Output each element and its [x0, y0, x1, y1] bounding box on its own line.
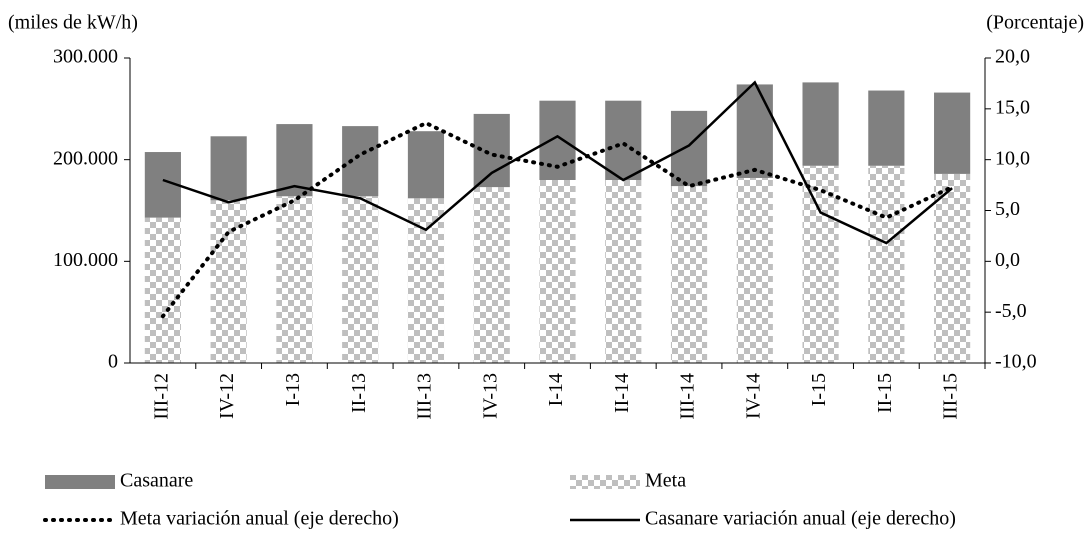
x-tick-label: III-12 [150, 373, 172, 420]
bar [539, 180, 576, 363]
bar [276, 196, 313, 363]
x-tick-label: II-14 [611, 373, 633, 413]
y-tick-label: 300.000 [53, 46, 118, 68]
line [162, 80, 953, 245]
bar [342, 126, 379, 197]
x-tick-label: III-14 [677, 373, 699, 420]
y-axis-label: (miles de kW/h) [8, 12, 138, 34]
x-tick-label: II-13 [348, 373, 370, 413]
bar [605, 100, 642, 180]
y2-tick-label: 5,0 [995, 198, 1020, 220]
bar [473, 187, 510, 363]
x-tick-label: IV-14 [742, 373, 764, 419]
legend-label: Meta variación anual (eje derecho) [120, 508, 399, 530]
line [160, 120, 955, 319]
bar [407, 131, 445, 199]
y2-tick-label: 20,0 [995, 46, 1030, 68]
bar [144, 217, 181, 363]
y-tick-label: 0 [108, 351, 118, 373]
y2-tick-label: 0,0 [995, 249, 1020, 271]
x-tick-label: II-15 [874, 373, 896, 413]
legend-swatch [45, 475, 115, 489]
y2-tick-label: 10,0 [995, 147, 1030, 169]
x-tick-label: I-15 [808, 373, 830, 406]
x-tick-label: III-15 [940, 373, 962, 420]
legend-swatch [570, 475, 640, 489]
bar [802, 165, 839, 363]
x-tick-label: IV-13 [479, 373, 501, 419]
bar [407, 198, 445, 363]
bar [605, 180, 642, 363]
y2-axis-label: (Porcentaje) [986, 12, 1084, 34]
x-tick-label: IV-12 [216, 373, 238, 419]
y2-tick-label: -10,0 [995, 351, 1037, 373]
y2-tick-label: -5,0 [995, 300, 1027, 322]
x-tick-label: I-14 [545, 373, 567, 406]
legend-label: Casanare [120, 470, 193, 492]
bar [342, 196, 379, 363]
bar [934, 173, 971, 363]
bar [934, 92, 971, 174]
bar [736, 177, 773, 363]
legend-label: Meta [645, 470, 686, 492]
x-tick-label: I-13 [282, 373, 304, 406]
bar [670, 186, 708, 363]
bar [802, 82, 839, 166]
bar [210, 136, 247, 201]
bar [736, 84, 773, 178]
x-tick-label: III-13 [414, 373, 436, 420]
bar [868, 90, 905, 166]
bar [670, 110, 708, 187]
bar [868, 165, 905, 363]
y-tick-label: 100.000 [53, 249, 118, 271]
y2-tick-label: 15,0 [995, 96, 1030, 118]
bar [276, 124, 313, 197]
legend-label: Casanare variación anual (eje derecho) [645, 508, 956, 530]
y-tick-label: 200.000 [53, 147, 118, 169]
